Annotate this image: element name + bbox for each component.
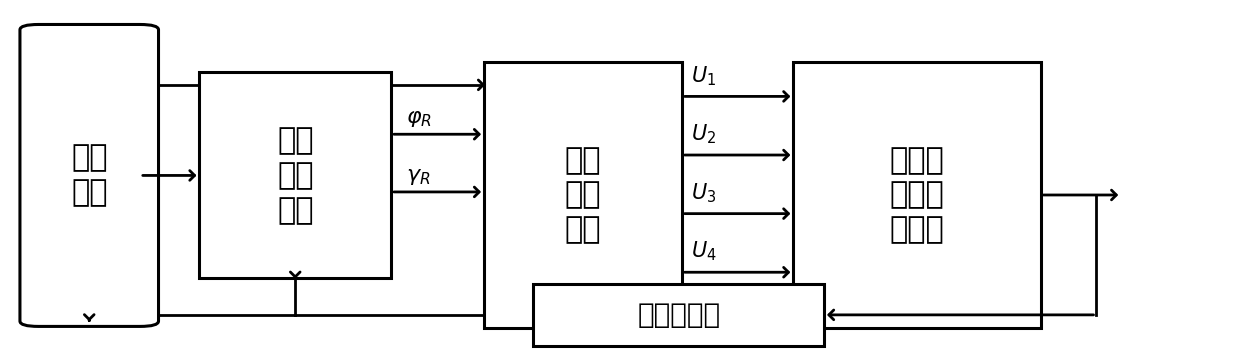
Bar bbox=[200, 72, 391, 279]
Text: 位置
跟踪
控制: 位置 跟踪 控制 bbox=[277, 126, 314, 225]
Bar bbox=[533, 284, 825, 346]
Bar bbox=[484, 62, 682, 328]
Text: 机载传感器: 机载传感器 bbox=[637, 301, 720, 329]
Text: $U_3$: $U_3$ bbox=[691, 181, 715, 205]
Text: $\varphi_R$: $\varphi_R$ bbox=[405, 109, 432, 129]
Text: $U_2$: $U_2$ bbox=[691, 122, 715, 146]
Text: 四旋翼
无人机
动力学: 四旋翼 无人机 动力学 bbox=[889, 146, 945, 244]
Text: $U_1$: $U_1$ bbox=[691, 64, 715, 87]
Bar bbox=[794, 62, 1040, 328]
Text: 姿态
跟踪
控制: 姿态 跟踪 控制 bbox=[564, 146, 601, 244]
Text: $U_4$: $U_4$ bbox=[691, 240, 717, 263]
FancyBboxPatch shape bbox=[20, 24, 159, 326]
Text: $\gamma_R$: $\gamma_R$ bbox=[405, 166, 430, 187]
Text: 初始
输入: 初始 输入 bbox=[71, 144, 108, 207]
